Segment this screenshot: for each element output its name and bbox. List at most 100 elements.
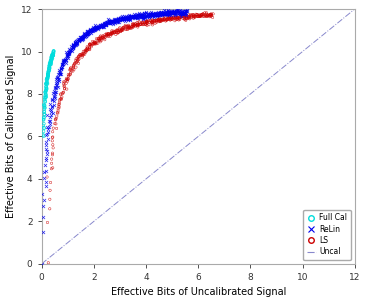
Point [69, 48, 75, 53]
Point [90, 27, 96, 32]
Point [149, 21, 155, 25]
Point [145, 12, 151, 17]
Point [107, 21, 113, 25]
Point [89, 27, 95, 32]
Point [83, 48, 89, 53]
Point [171, 9, 176, 14]
Point [168, 10, 174, 15]
Point [50, 91, 56, 95]
Point [56, 104, 62, 109]
Point [117, 18, 123, 23]
Point [100, 34, 106, 39]
Point [169, 17, 175, 22]
Point [76, 37, 82, 42]
Point [78, 34, 83, 39]
Point [166, 12, 172, 16]
Point [167, 9, 172, 14]
Point [121, 17, 127, 22]
Point [152, 18, 158, 23]
Point [60, 58, 66, 63]
Point [67, 66, 73, 71]
Point [116, 27, 122, 32]
Point [188, 13, 194, 18]
Point [112, 18, 117, 23]
Point [140, 14, 146, 18]
Point [64, 52, 70, 57]
Point [171, 15, 177, 20]
Point [87, 42, 93, 47]
Point [49, 53, 55, 58]
Point [83, 32, 89, 37]
Point [184, 14, 190, 19]
Point [168, 11, 173, 16]
Point [85, 29, 90, 34]
Point [108, 31, 114, 36]
Point [43, 140, 49, 145]
Point [115, 30, 121, 35]
Point [48, 106, 53, 111]
Point [168, 13, 174, 18]
Point [203, 14, 209, 19]
Point [48, 58, 53, 63]
Point [49, 138, 55, 143]
Point [66, 49, 72, 54]
Point [161, 7, 167, 12]
Point [182, 11, 188, 16]
Point [121, 16, 127, 21]
Point [150, 13, 156, 18]
Point [76, 57, 82, 62]
Point [130, 13, 136, 18]
Point [143, 22, 149, 27]
Point [180, 12, 186, 17]
Point [137, 13, 143, 18]
Point [112, 20, 118, 25]
Point [55, 76, 61, 81]
Point [164, 17, 170, 22]
Point [210, 15, 216, 20]
Point [119, 16, 125, 21]
Point [128, 26, 134, 31]
Point [124, 14, 130, 19]
Point [72, 40, 78, 45]
Point [173, 10, 179, 15]
Point [45, 72, 51, 77]
Point [87, 47, 93, 52]
Point [61, 84, 67, 89]
Point [122, 15, 128, 20]
Point [166, 12, 172, 17]
Point [146, 13, 152, 18]
Point [119, 15, 124, 20]
Point [143, 10, 149, 15]
Point [71, 67, 77, 72]
Point [126, 16, 132, 21]
Point [99, 24, 105, 28]
Point [203, 12, 209, 16]
Point [42, 90, 48, 95]
Point [125, 15, 131, 20]
Point [190, 16, 196, 21]
Point [47, 61, 53, 65]
Point [97, 38, 103, 43]
Point [42, 112, 48, 117]
Point [138, 22, 143, 27]
Point [124, 24, 130, 29]
Point [67, 68, 73, 72]
Point [153, 12, 158, 17]
Point [87, 42, 93, 47]
Point [158, 19, 164, 24]
Point [51, 95, 57, 100]
Point [191, 15, 197, 19]
Point [129, 24, 135, 29]
Point [146, 14, 152, 19]
Point [206, 13, 212, 18]
Point [141, 15, 146, 19]
Point [61, 57, 67, 62]
Point [92, 22, 97, 27]
Point [103, 22, 109, 27]
Point [87, 46, 93, 51]
Point [65, 51, 71, 56]
Point [176, 11, 182, 15]
Point [134, 13, 139, 18]
Point [133, 14, 139, 18]
Point [86, 32, 92, 37]
